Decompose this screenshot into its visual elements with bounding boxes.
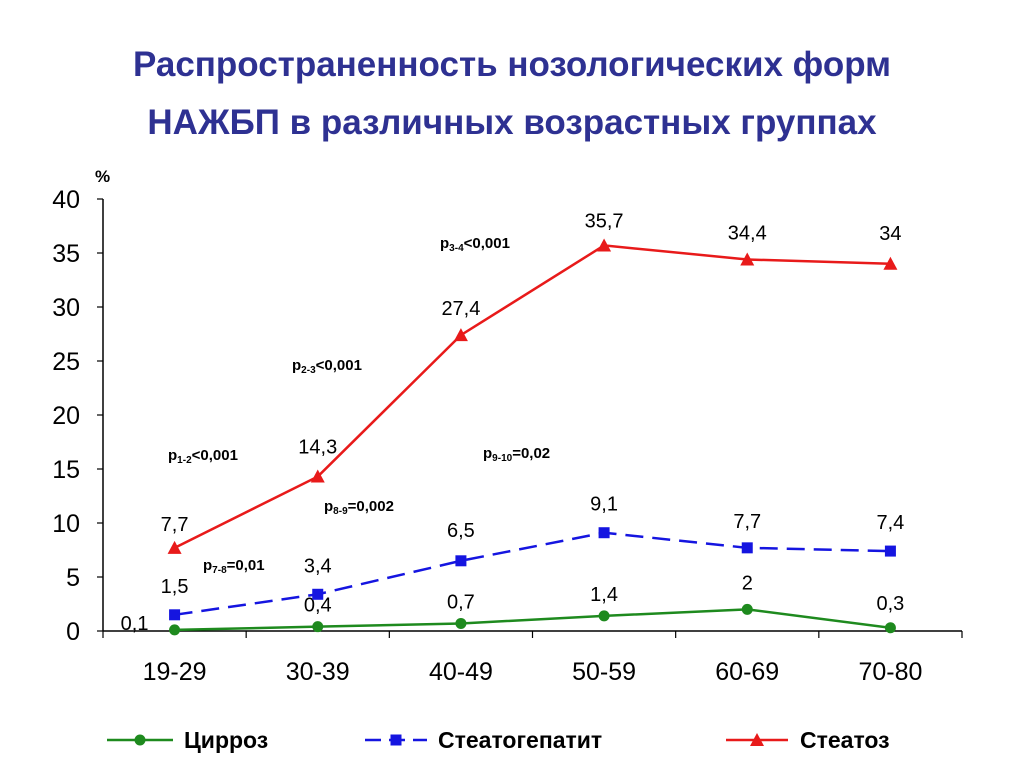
p-value-annotation: p2-3<0,001 [292,357,362,376]
y-tick-label: 35 [52,240,80,268]
data-label: 14,3 [298,437,337,459]
data-point [169,609,181,621]
x-tick-label: 60-69 [715,658,779,686]
data-point [598,527,610,539]
data-label: 0,4 [304,595,332,617]
data-point [455,617,467,629]
data-point [597,238,612,252]
p-value-annotation: p3-4<0,001 [440,235,510,254]
data-label: 9,1 [590,494,618,516]
y-tick-label: 15 [52,456,80,484]
legend-marker [134,734,146,746]
data-label: 35,7 [585,210,624,232]
data-label: 27,4 [441,298,480,320]
data-label: 34,4 [728,222,767,244]
p-value-annotation: p1-2<0,001 [168,447,238,466]
p-value-annotation: p9-10=0,02 [483,445,550,464]
data-point [453,328,468,342]
series-line [174,608,891,632]
p-value-annotation: p7-8=0,01 [203,557,265,576]
chart-title: Распространенность нозологических форм Н… [0,36,1024,152]
data-point [312,621,324,633]
y-tick-label: 40 [52,186,80,214]
legend-label: Цирроз [184,727,268,753]
data-label: 6,5 [447,520,475,542]
y-tick-label: 30 [52,294,80,322]
data-label: 7,7 [161,514,189,536]
data-point [883,256,898,270]
x-tick-label: 40-49 [429,658,493,686]
data-label: 1,4 [590,584,618,606]
y-tick-label: 25 [52,348,80,376]
data-point [310,469,325,483]
legend-marker [390,734,402,746]
data-label: 7,7 [733,511,761,533]
data-point [167,540,182,554]
y-tick-label: 20 [52,402,80,430]
x-tick-label: 30-39 [286,658,350,686]
y-tick-label: 10 [52,510,80,538]
x-tick-label: 19-29 [143,658,207,686]
y-axis-label: % [95,167,110,186]
title-line-2: НАЖБП в различных возрастных группах [147,103,877,142]
data-point [455,555,467,567]
data-label: 34 [879,223,901,245]
data-point [884,545,896,557]
data-point [741,542,753,554]
data-label: 3,4 [304,555,332,577]
legend-label: Стеатоз [800,727,890,753]
data-point [169,624,181,636]
data-label: 0,7 [447,591,475,613]
data-label: 0,3 [877,593,905,615]
data-label: 1,5 [161,576,189,598]
series-line [174,531,891,617]
series-line [174,244,891,549]
data-point [312,588,324,600]
data-point [884,622,896,634]
data-point [741,603,753,615]
data-label: 0,1 [121,613,149,635]
x-tick-label: 50-59 [572,658,636,686]
title-line-1: Распространенность нозологических форм [132,45,892,84]
p-value-annotation: p8-9=0,002 [324,498,394,517]
data-point [740,252,755,266]
data-label: 7,4 [877,512,905,534]
data-label: 2 [742,572,753,594]
legend-marker [750,733,764,746]
y-tick-label: 0 [66,618,80,646]
x-tick-label: 70-80 [858,658,922,686]
legend-label: Стеатогепатит [438,727,602,753]
y-tick-label: 5 [66,564,80,592]
data-point [598,610,610,622]
